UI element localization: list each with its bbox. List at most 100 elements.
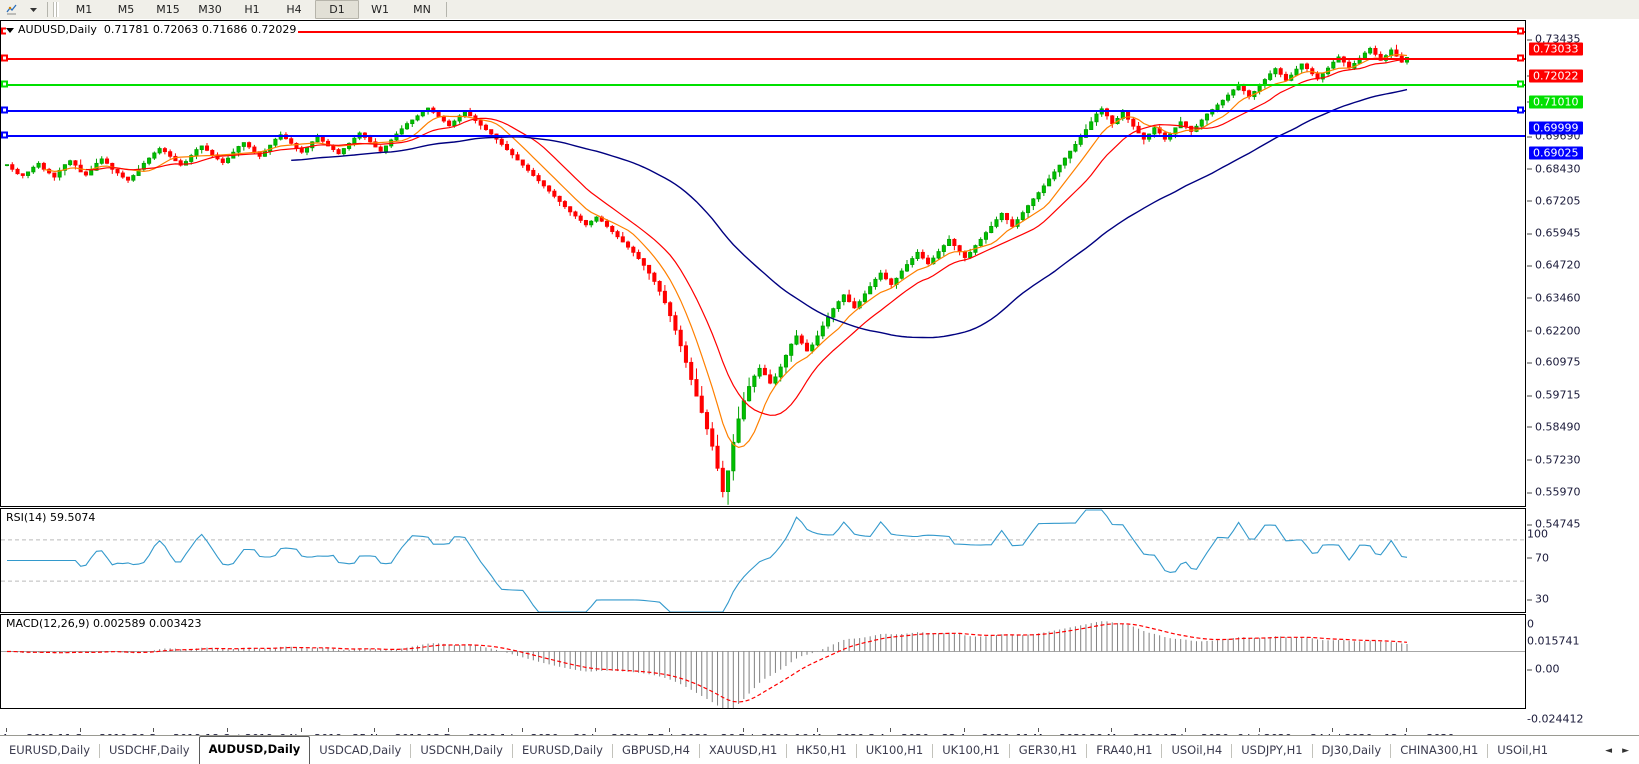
tab-eurusd-daily[interactable]: EURUSD,Daily	[9, 743, 90, 757]
price-tick-label: 0.58490	[1535, 420, 1581, 434]
level-handle[interactable]	[1517, 106, 1524, 114]
macd-tick-label: 0.015741	[1527, 634, 1580, 648]
tab-divider	[1161, 744, 1163, 758]
date-tick	[816, 728, 818, 732]
tab-divider	[855, 744, 857, 758]
collapse-caret-icon[interactable]	[6, 27, 14, 33]
level-handle[interactable]	[1517, 54, 1524, 62]
chart-tab-bar[interactable]: EURUSD,Daily USDCHF,Daily AUDUSD,Daily USDC…	[0, 735, 1639, 764]
macd-panel[interactable]: MACD(12,26,9) 0.002589 0.003423	[0, 614, 1526, 709]
price-level-tag-resistance[interactable]: 0.72022	[1529, 69, 1583, 83]
price-panel[interactable]: AUDUSD,Daily 0.71781 0.72063 0.71686 0.7…	[0, 20, 1526, 507]
level-line-resistance[interactable]	[1, 31, 1525, 34]
price-tick: 0.55970	[1527, 486, 1581, 499]
price-level-tag-support[interactable]: 0.69999	[1529, 121, 1583, 135]
timeframe-m1[interactable]: M1	[75, 3, 93, 16]
macd-tick-label: -0.024412	[1527, 712, 1584, 726]
tab-audusd-daily[interactable]: AUDUSD,Daily	[198, 736, 311, 764]
level-line-resistance[interactable]	[1, 57, 1525, 60]
tab-divider	[1311, 744, 1313, 758]
level-handle-left[interactable]	[1, 80, 8, 88]
timeframe-d1[interactable]: D1	[315, 0, 359, 19]
chart-template-icon[interactable]	[0, 1, 22, 18]
price-level-tag-support[interactable]: 0.69025	[1529, 146, 1583, 160]
price-tick: 0.57230	[1527, 453, 1581, 466]
dropdown-caret-icon[interactable]	[22, 1, 44, 18]
price-tick: 0.58490	[1527, 420, 1581, 433]
chart-area[interactable]: AUDUSD,Daily 0.71781 0.72063 0.71686 0.7…	[0, 19, 1639, 745]
tab-ger30-h1[interactable]: GER30,H1	[1018, 743, 1078, 757]
price-tick-label: 0.63460	[1535, 291, 1581, 305]
tab-hk50-h1[interactable]: HK50,H1	[796, 743, 847, 757]
rsi-tick-label: 70	[1535, 551, 1549, 565]
price-tick: 0.65945	[1527, 227, 1581, 240]
price-tick-label: 0.73435	[1535, 32, 1581, 46]
toolbar-grip[interactable]	[53, 2, 59, 17]
timeframe-mn[interactable]: MN	[413, 3, 431, 16]
level-handle-left[interactable]	[1, 131, 8, 139]
date-tick	[448, 728, 450, 732]
macd-plot[interactable]	[1, 615, 1525, 708]
tab-fra40-h1[interactable]: FRA40,H1	[1096, 743, 1153, 757]
tab-china300-h1[interactable]: CHINA300,H1	[1400, 743, 1479, 757]
timeframe-m15[interactable]: M15	[156, 3, 180, 16]
price-scale[interactable]: 0.734350.720220.710100.696900.684300.672…	[1527, 33, 1639, 531]
tab-usdchf-daily[interactable]: USDCHF,Daily	[109, 743, 190, 757]
tab-uk100-h1[interactable]: UK100,H1	[942, 743, 1000, 757]
macd-scale[interactable]: 0.015741 0.00 -0.024412	[1527, 633, 1639, 728]
toolbar: M1 M5 M15 M30 H1 H4 D1 W1 MN	[0, 0, 1639, 20]
rsi-line	[7, 509, 1408, 612]
price-tick: 0.73435	[1527, 33, 1581, 46]
tab-scroll-controls[interactable]: ◄ ►	[1595, 739, 1639, 762]
tab-scroll-right-icon[interactable]: ►	[1622, 745, 1629, 756]
date-tick	[1258, 728, 1260, 732]
tab-usoil-h4[interactable]: USOil,H4	[1171, 743, 1223, 757]
timeframe-m5[interactable]: M5	[117, 3, 135, 16]
macd-tick-label: 0.00	[1535, 662, 1560, 676]
tab-dj30-daily[interactable]: DJ30,Daily	[1321, 743, 1382, 757]
level-line-pivot[interactable]	[1, 83, 1525, 86]
tab-divider	[698, 744, 700, 758]
price-plot[interactable]	[1, 21, 1525, 506]
rsi-tick: 30	[1527, 593, 1549, 606]
timeframe-m30[interactable]: M30	[198, 3, 222, 16]
date-tick	[6, 728, 7, 732]
tab-scroll-left-icon[interactable]: ◄	[1605, 745, 1613, 756]
level-handle-left[interactable]	[1, 54, 8, 62]
timeframe-h1[interactable]: H1	[244, 3, 260, 16]
rsi-tick-label: 0	[1527, 617, 1534, 631]
ma-slow-line	[291, 88, 1408, 339]
tab-uk100-h1[interactable]: UK100,H1	[865, 743, 924, 757]
level-handle-left[interactable]	[1, 106, 8, 114]
date-tick	[374, 728, 376, 732]
price-tick: 0.64720	[1527, 259, 1581, 272]
price-level-tag-resistance[interactable]: 0.73033	[1529, 42, 1583, 56]
rsi-scale[interactable]: 100 70 30 0	[1527, 527, 1639, 632]
price-tick: 0.54745	[1527, 518, 1581, 531]
price-level-tag-pivot[interactable]: 0.71010	[1529, 95, 1583, 109]
price-tick-label: 0.62200	[1535, 324, 1581, 338]
macd-tick: 0.00	[1527, 663, 1560, 676]
tab-xauusd-h1[interactable]: XAUUSD,H1	[708, 743, 778, 757]
timeframe-h4[interactable]: H4	[286, 3, 302, 16]
level-handle[interactable]	[1517, 80, 1524, 88]
price-tick-label: 0.60975	[1535, 355, 1581, 369]
rsi-series	[1, 509, 1525, 612]
rsi-panel[interactable]: RSI(14) 59.5074	[0, 508, 1526, 613]
tab-usdcad-daily[interactable]: USDCAD,Daily	[319, 743, 402, 757]
rsi-tick: 100	[1527, 528, 1548, 541]
level-line-support[interactable]	[1, 110, 1525, 113]
date-tick	[890, 728, 892, 732]
level-handle[interactable]	[1517, 27, 1524, 35]
tab-gbpusd-h4[interactable]: GBPUSD,H4	[621, 743, 690, 757]
level-line-support[interactable]	[1, 135, 1525, 138]
tab-usdjpy-h1[interactable]: USDJPY,H1	[1241, 743, 1303, 757]
date-tick	[521, 728, 523, 732]
tab-divider	[611, 744, 613, 758]
date-tick	[1037, 728, 1039, 732]
tab-eurusd-daily[interactable]: EURUSD,Daily	[521, 743, 603, 757]
tab-usoil-h1[interactable]: USOil,H1	[1497, 743, 1549, 757]
timeframe-w1[interactable]: W1	[371, 3, 389, 16]
rsi-plot[interactable]	[1, 509, 1525, 612]
tab-usdcnh-daily[interactable]: USDCNH,Daily	[420, 743, 503, 757]
